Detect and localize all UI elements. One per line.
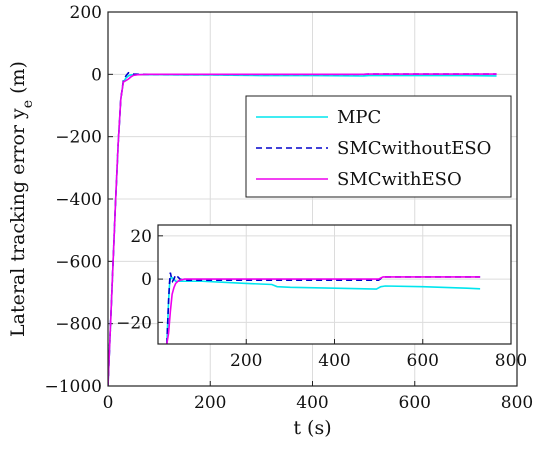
inset-y-tick-label: −20 (116, 313, 152, 333)
x-axis-label: t (s) (293, 417, 331, 439)
inset-y-tick-label: 20 (130, 227, 152, 247)
main-series-group (108, 71, 497, 386)
main-x-tick-label: 400 (296, 393, 328, 413)
inset-series-smcwitheso (166, 276, 481, 344)
inset-chart: 200 400 600 800 −20 0 20 (116, 224, 527, 371)
main-y-tick-label: 0 (91, 65, 102, 85)
y-axis-label-main: Lateral tracking error y (7, 108, 29, 337)
main-x-tick-label: 800 (501, 393, 533, 413)
inset-axes-frame (157, 224, 512, 345)
legend-label: SMCwithoutESO (337, 138, 491, 159)
main-x-tick-label: 200 (194, 393, 226, 413)
inset-x-tick-label: 800 (495, 351, 527, 371)
inset-x-tick-label: 400 (318, 351, 350, 371)
y-axis-label-subscript: e (20, 100, 36, 108)
y-axis-label: Lateral tracking error ye (m) (7, 61, 36, 337)
y-axis-label-unit: (m) (7, 61, 29, 100)
inset-series-group (166, 272, 481, 344)
main-y-tick-label: 200 (70, 3, 102, 23)
main-axes-frame (107, 11, 518, 387)
main-x-tick-label: 600 (399, 393, 431, 413)
inset-x-tick-label: 200 (230, 351, 262, 371)
inset-x-tick-label: 600 (407, 351, 439, 371)
main-y-tick-label: −1000 (44, 377, 102, 397)
legend-label: SMCwithESO (337, 169, 462, 190)
main-y-tick-label: −200 (55, 128, 102, 148)
main-y-tick-label: −800 (55, 315, 102, 335)
inset-y-tick-label: 0 (141, 270, 152, 290)
main-x-tick-label: 0 (103, 393, 114, 413)
inset-tick-labels: 200 400 600 800 −20 0 20 (116, 227, 527, 371)
main-series-smcwitheso (108, 73, 497, 386)
legend-label: MPC (337, 107, 381, 128)
main-y-tick-label: −600 (55, 252, 102, 272)
legend: MPC SMCwithoutESO SMCwithESO (245, 95, 512, 198)
legend-box (245, 95, 512, 198)
main-y-tick-label: −400 (55, 190, 102, 210)
